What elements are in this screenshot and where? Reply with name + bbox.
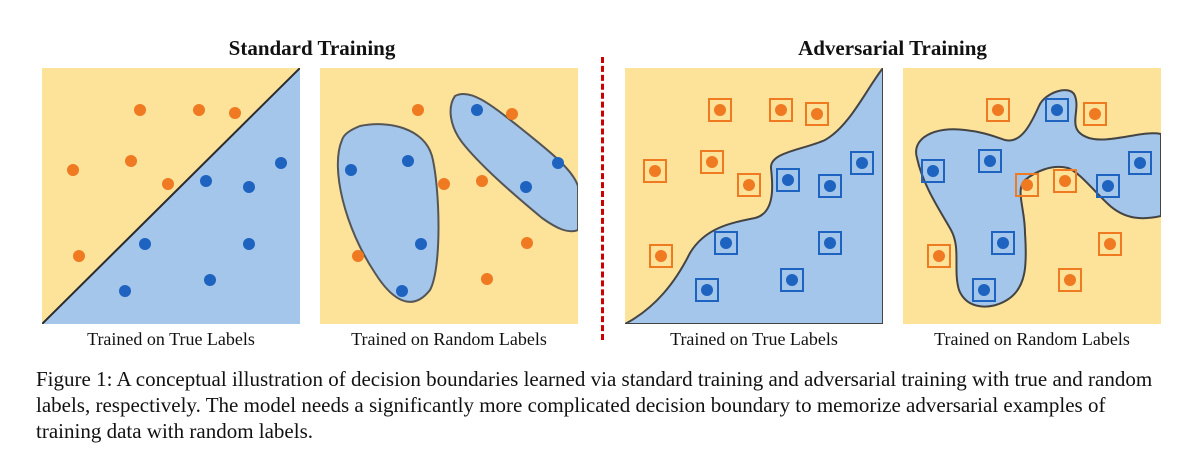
section-divider xyxy=(601,57,604,340)
figure-caption: Figure 1: A conceptual illustration of d… xyxy=(36,367,1153,443)
panel-adversarial-random-labels xyxy=(903,68,1161,324)
panel-label-adversarial-true: Trained on True Labels xyxy=(670,329,838,349)
adversarial-training-heading: Adversarial Training xyxy=(798,36,987,60)
panel-standard-true-labels xyxy=(42,68,300,324)
panel-label-adversarial-random: Trained on Random Labels xyxy=(934,329,1130,349)
panel-label-standard-random: Trained on Random Labels xyxy=(351,329,547,349)
standard-training-heading: Standard Training xyxy=(228,36,396,60)
panel-standard-random-labels xyxy=(320,68,578,324)
panel-label-standard-true: Trained on True Labels xyxy=(87,329,255,349)
panel-adversarial-true-labels xyxy=(625,68,883,324)
